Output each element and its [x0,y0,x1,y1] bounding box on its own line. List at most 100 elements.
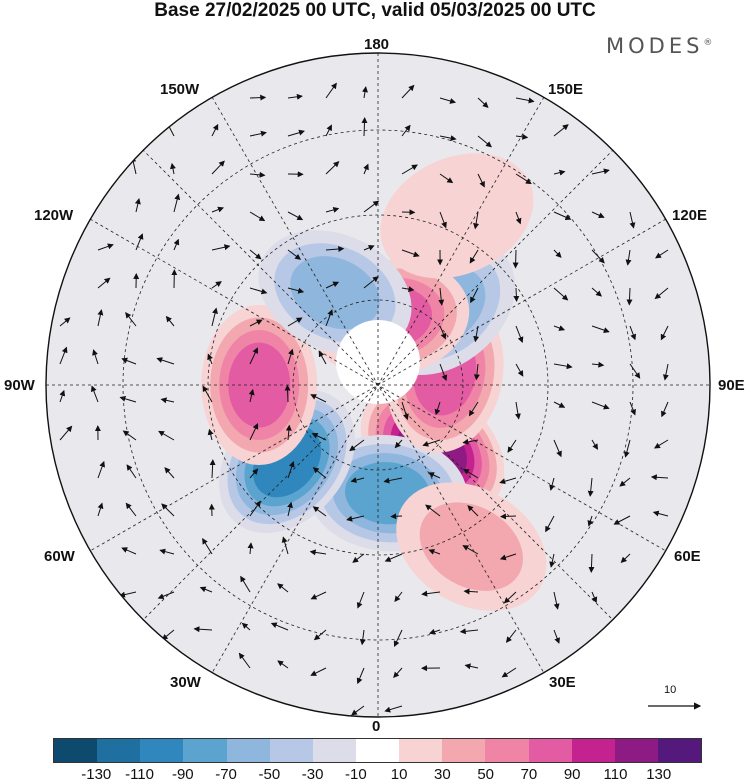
wind-arrow [434,401,441,416]
wind-arrow [514,401,521,420]
wind-arrow [350,477,365,483]
wind-arrow [384,553,403,562]
wind-arrow [439,135,457,142]
wind-arrow [553,629,560,644]
colorbar-tick-label: -50 [258,766,281,783]
wind-arrow [209,459,216,479]
wind-arrow [249,249,262,260]
wind-arrow [121,547,137,555]
wind-arrow [287,287,305,294]
colorbar-swatch [226,739,270,762]
wind-arrow [312,506,327,517]
wind-arrow [463,468,479,479]
wind-arrow [249,500,261,517]
wind-arrow [553,363,573,370]
wind-arrow [240,575,251,593]
wind-arrow [394,591,403,603]
label-60e: 60E [674,548,701,565]
wind-arrow [352,553,365,563]
wind-arrow [507,439,517,453]
wind-arrow [249,468,259,479]
wind-arrow [463,588,479,595]
wind-arrow [59,346,68,365]
wind-arrow [473,363,480,381]
wind-arrow [468,401,479,417]
wind-arrow [318,350,327,365]
wind-arrow [591,361,605,368]
wind-arrow [248,388,255,403]
wind-arrow [59,425,73,441]
anomaly-contour [228,342,291,428]
wind-arrow [97,277,111,289]
wind-vectors [59,82,669,716]
wind-arrow [202,538,213,555]
wind-arrow [363,245,375,251]
wind-arrow [325,124,332,137]
wind-arrow [591,591,598,604]
colorbar-swatch [485,739,529,762]
wind-arrow [121,357,137,365]
wind-arrow [587,515,594,527]
wind-arrow [591,439,599,450]
wind-arrow [439,211,447,229]
wind-arrow [270,622,289,631]
wind-arrow [545,515,555,533]
wind-arrow [249,171,266,178]
wind-arrow [464,663,479,670]
wind-arrow [97,243,114,251]
wind-arrow [515,325,524,343]
wind-arrow [438,287,445,306]
wind-arrow [515,133,529,140]
wind-arrow [477,173,485,188]
reference-vector-label: 10 [664,684,677,696]
wind-arrow [287,249,302,260]
colorbar-swatch [528,739,572,762]
label-90w: 90W [4,377,35,394]
colorbar-tick-label: 90 [563,766,581,783]
wind-arrow [173,238,180,251]
wind-arrow [164,467,175,479]
wind-arrow [421,590,441,597]
wind-arrow [97,309,104,327]
label-30w: 30W [170,674,201,691]
wind-arrow [619,477,631,487]
wind-arrow [59,389,66,403]
wind-arrow [211,123,219,137]
wind-arrow [160,397,175,404]
wind-arrow [173,193,181,213]
wind-arrow [655,249,669,259]
wind-arrow [462,438,479,445]
pole-gap [336,320,420,404]
wind-arrow [470,287,479,304]
wind-arrow [193,626,213,633]
wind-arrow [553,591,560,610]
wind-arrow [401,124,411,137]
wind-arrow [325,207,340,213]
colorbar-swatch [183,739,227,762]
label-120e: 120E [672,207,708,224]
colorbar-swatch [657,739,702,762]
colorbar [53,738,702,763]
wind-arrow [654,439,669,449]
wind-arrow [249,319,263,327]
wind-arrow [161,629,175,641]
wind-arrow [207,428,214,441]
wind-arrow [515,97,535,104]
colorbar-swatch [269,739,313,762]
wind-arrow [591,168,610,175]
colorbar-tick-label: 130 [646,766,672,783]
wind-arrow [325,82,337,99]
wind-arrow [422,439,441,447]
wind-arrow [125,502,137,517]
wind-arrow [97,502,104,517]
wind-arrow [505,629,517,643]
wind-arrow [97,460,105,479]
label-30e: 30E [549,674,576,691]
wind-arrow [363,163,369,175]
wind-arrow [158,430,175,441]
wind-arrow [626,287,633,306]
wind-arrow [325,309,334,327]
wind-arrow [134,198,141,213]
wind-arrow [277,583,289,593]
wind-arrow [125,312,137,327]
